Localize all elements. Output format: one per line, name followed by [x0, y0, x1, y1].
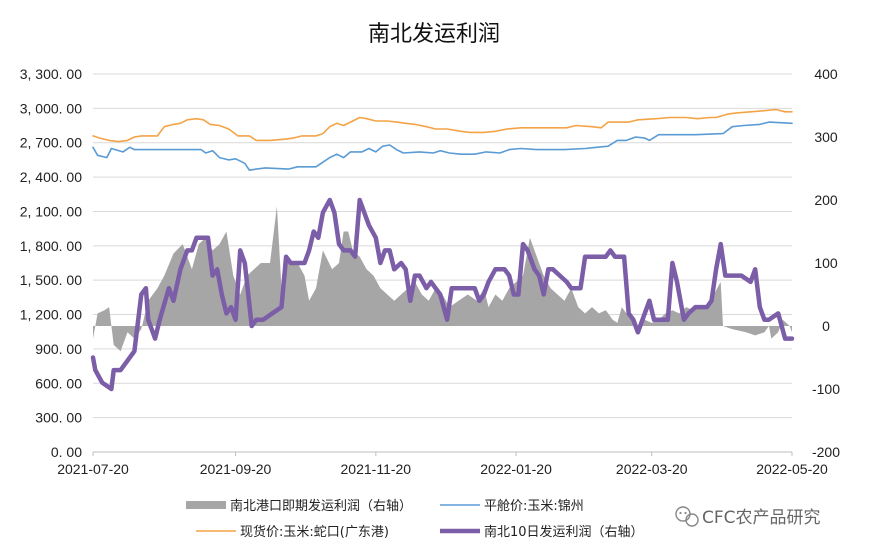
x-tick-label: 2021-07-20	[57, 461, 129, 477]
y-right-tick-label: -100	[812, 381, 840, 397]
grid	[93, 73, 792, 419]
legend-label: 平舱价:玉米:锦州	[484, 499, 584, 514]
y-left-tick-label: 2, 400. 00	[20, 169, 82, 185]
y-left-tick-label: 3, 000. 00	[20, 100, 82, 116]
legend-label: 南北10日发运利润（右轴）	[484, 524, 644, 540]
x-tick-label: 2021-09-20	[200, 461, 272, 477]
x-tick-label: 2022-01-20	[480, 461, 552, 477]
series-jinzhou-price-line	[92, 121, 793, 171]
series-spot-profit-area	[93, 206, 792, 352]
y-left-tick-label: 300. 00	[35, 410, 82, 426]
y-right-tick-label: -200	[812, 444, 840, 460]
y-left-tick-label: 2, 100. 00	[20, 203, 82, 219]
x-axis: 2021-07-20 2021-09-20 2021-11-20 2022-01-20…	[57, 452, 828, 477]
y-left-tick-label: 1, 500. 00	[20, 272, 82, 288]
y-right-tick-label: 400	[814, 66, 838, 82]
series-shekou-price-line	[92, 108, 793, 143]
y-right-axis: 400 300 200 100 0 -100 -200	[812, 66, 840, 460]
watermark-text: CFC农产品研究	[702, 508, 821, 528]
x-tick-label: 2022-05-20	[756, 461, 828, 477]
y-left-tick-label: 0. 00	[51, 444, 82, 460]
legend-swatch	[186, 501, 226, 509]
y-left-tick-label: 600. 00	[35, 375, 82, 391]
watermark: CFC农产品研究	[675, 506, 821, 528]
y-right-tick-label: 0	[822, 318, 830, 334]
y-left-tick-label: 2, 700. 00	[20, 135, 82, 151]
y-left-axis: 3, 300. 00 3, 000. 00 2, 700. 00 2, 400. 00…	[20, 66, 82, 460]
y-left-tick-label: 900. 00	[35, 341, 82, 357]
line-layer	[90, 108, 795, 392]
wechat-icon	[675, 506, 699, 527]
legend-label: 现货价:玉米:蛇口(广东港)	[240, 524, 389, 540]
y-right-tick-label: 300	[814, 129, 838, 145]
area-layer	[93, 206, 792, 352]
series-10day-profit-line	[90, 197, 795, 392]
y-left-tick-label: 1, 200. 00	[20, 307, 82, 323]
chart-title: 南北发运利润	[368, 22, 500, 47]
y-left-tick-label: 3, 300. 00	[20, 66, 82, 82]
legend-label: 南北港口即期发运利润（右轴）	[230, 498, 412, 514]
x-tick-label: 2022-03-20	[616, 461, 688, 477]
y-right-tick-label: 200	[814, 192, 838, 208]
x-tick-label: 2021-11-20	[341, 461, 412, 477]
y-left-tick-label: 1, 800. 00	[20, 238, 82, 254]
y-right-tick-label: 100	[814, 255, 838, 271]
